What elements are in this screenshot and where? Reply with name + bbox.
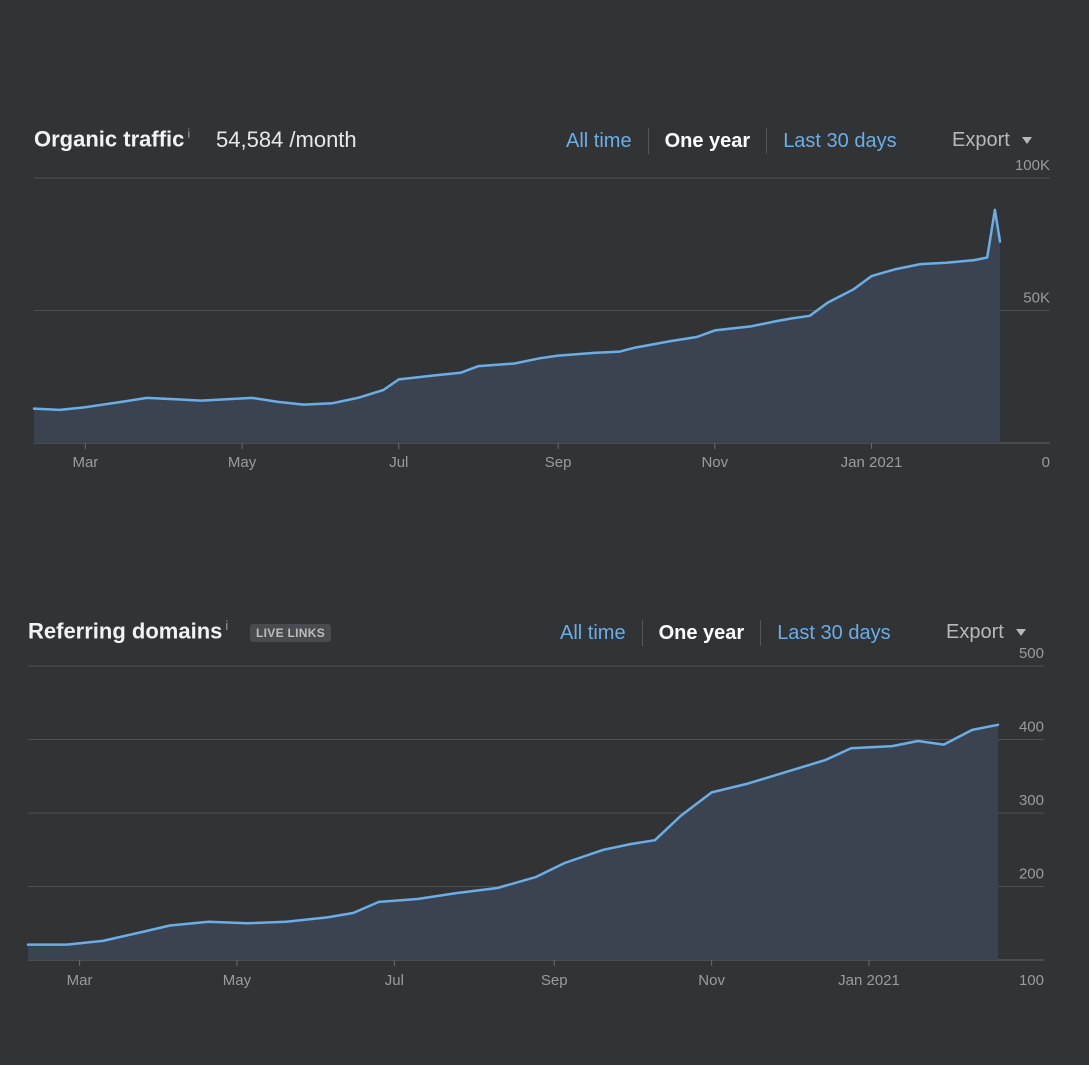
export-button[interactable]: Export — [946, 621, 1026, 644]
panel-title-text: Referring domains — [28, 618, 223, 644]
panel-title-text: Organic traffic — [34, 126, 185, 152]
series-area — [34, 209, 1000, 443]
tab-one-year[interactable]: One year — [664, 129, 751, 152]
tab-last-30-days[interactable]: Last 30 days — [777, 621, 891, 644]
info-icon[interactable]: i — [187, 126, 191, 141]
tab-one-year[interactable]: One year — [658, 621, 745, 644]
y-tick-label: 200 — [1019, 866, 1044, 883]
series-line — [26, 723, 1000, 946]
organic-traffic-header: Organic traffic i 54,584 /month All time … — [0, 124, 1089, 164]
organic-traffic-chart: Mar May Jul Sep Nov Jan 2021 100K 50K 0 — [32, 157, 1050, 471]
tab-divider — [760, 620, 762, 646]
x-tick-label: Sep — [545, 454, 572, 471]
x-tick-label: Nov — [698, 972, 725, 989]
tab-all-time[interactable]: All time — [560, 621, 626, 644]
series-area — [28, 724, 998, 960]
export-label: Export — [952, 129, 1010, 151]
x-tick-label: Jan 2021 — [838, 972, 900, 989]
range-tabs: All time One year Last 30 days — [560, 620, 891, 646]
tab-divider — [641, 620, 643, 646]
panel-title: Referring domains i — [28, 618, 228, 644]
y-tick-label: 300 — [1019, 792, 1044, 809]
organic-traffic-panel: Organic traffic i 54,584 /month All time … — [0, 0, 1089, 520]
y-tick-label: 100K — [1015, 157, 1050, 174]
y-tick-label: 50K — [1023, 290, 1050, 307]
referring-domains-chart: Mar May Jul Sep Nov Jan 2021 500 400 300 200 100 — [26, 645, 1044, 989]
x-tick-label: May — [228, 454, 257, 471]
y-tick-label: 0 — [1042, 454, 1050, 471]
organic-traffic-metric: 54,584 /month — [216, 127, 357, 152]
chevron-down-icon — [1021, 137, 1032, 145]
info-icon[interactable]: i — [225, 618, 229, 633]
x-tick-label: Jan 2021 — [841, 454, 903, 471]
referring-domains-panel: Referring domains i LIVE LINKS All time O… — [0, 520, 1089, 1065]
tab-divider — [766, 128, 768, 154]
x-tick-label: Jul — [385, 972, 404, 989]
tab-divider — [647, 128, 649, 154]
range-tabs: All time One year Last 30 days — [566, 128, 897, 154]
export-button[interactable]: Export — [952, 129, 1032, 152]
x-tick-label: May — [223, 972, 252, 989]
x-tick-label: Sep — [541, 972, 568, 989]
y-tick-label: 400 — [1019, 719, 1044, 736]
referring-domains-header: Referring domains i LIVE LINKS All time O… — [0, 616, 1089, 656]
x-tick-label: Mar — [67, 972, 93, 989]
tab-all-time[interactable]: All time — [566, 129, 632, 152]
tab-last-30-days[interactable]: Last 30 days — [783, 129, 897, 152]
panel-title: Organic traffic i — [34, 126, 190, 152]
y-tick-label: 100 — [1019, 972, 1044, 989]
export-label: Export — [946, 621, 1004, 643]
live-links-badge[interactable]: LIVE LINKS — [250, 624, 332, 642]
chevron-down-icon — [1015, 629, 1026, 637]
x-tick-label: Jul — [389, 454, 408, 471]
y-tick-label: 500 — [1019, 645, 1044, 662]
x-tick-label: Mar — [72, 454, 98, 471]
x-tick-label: Nov — [701, 454, 728, 471]
series-line — [32, 208, 1002, 412]
